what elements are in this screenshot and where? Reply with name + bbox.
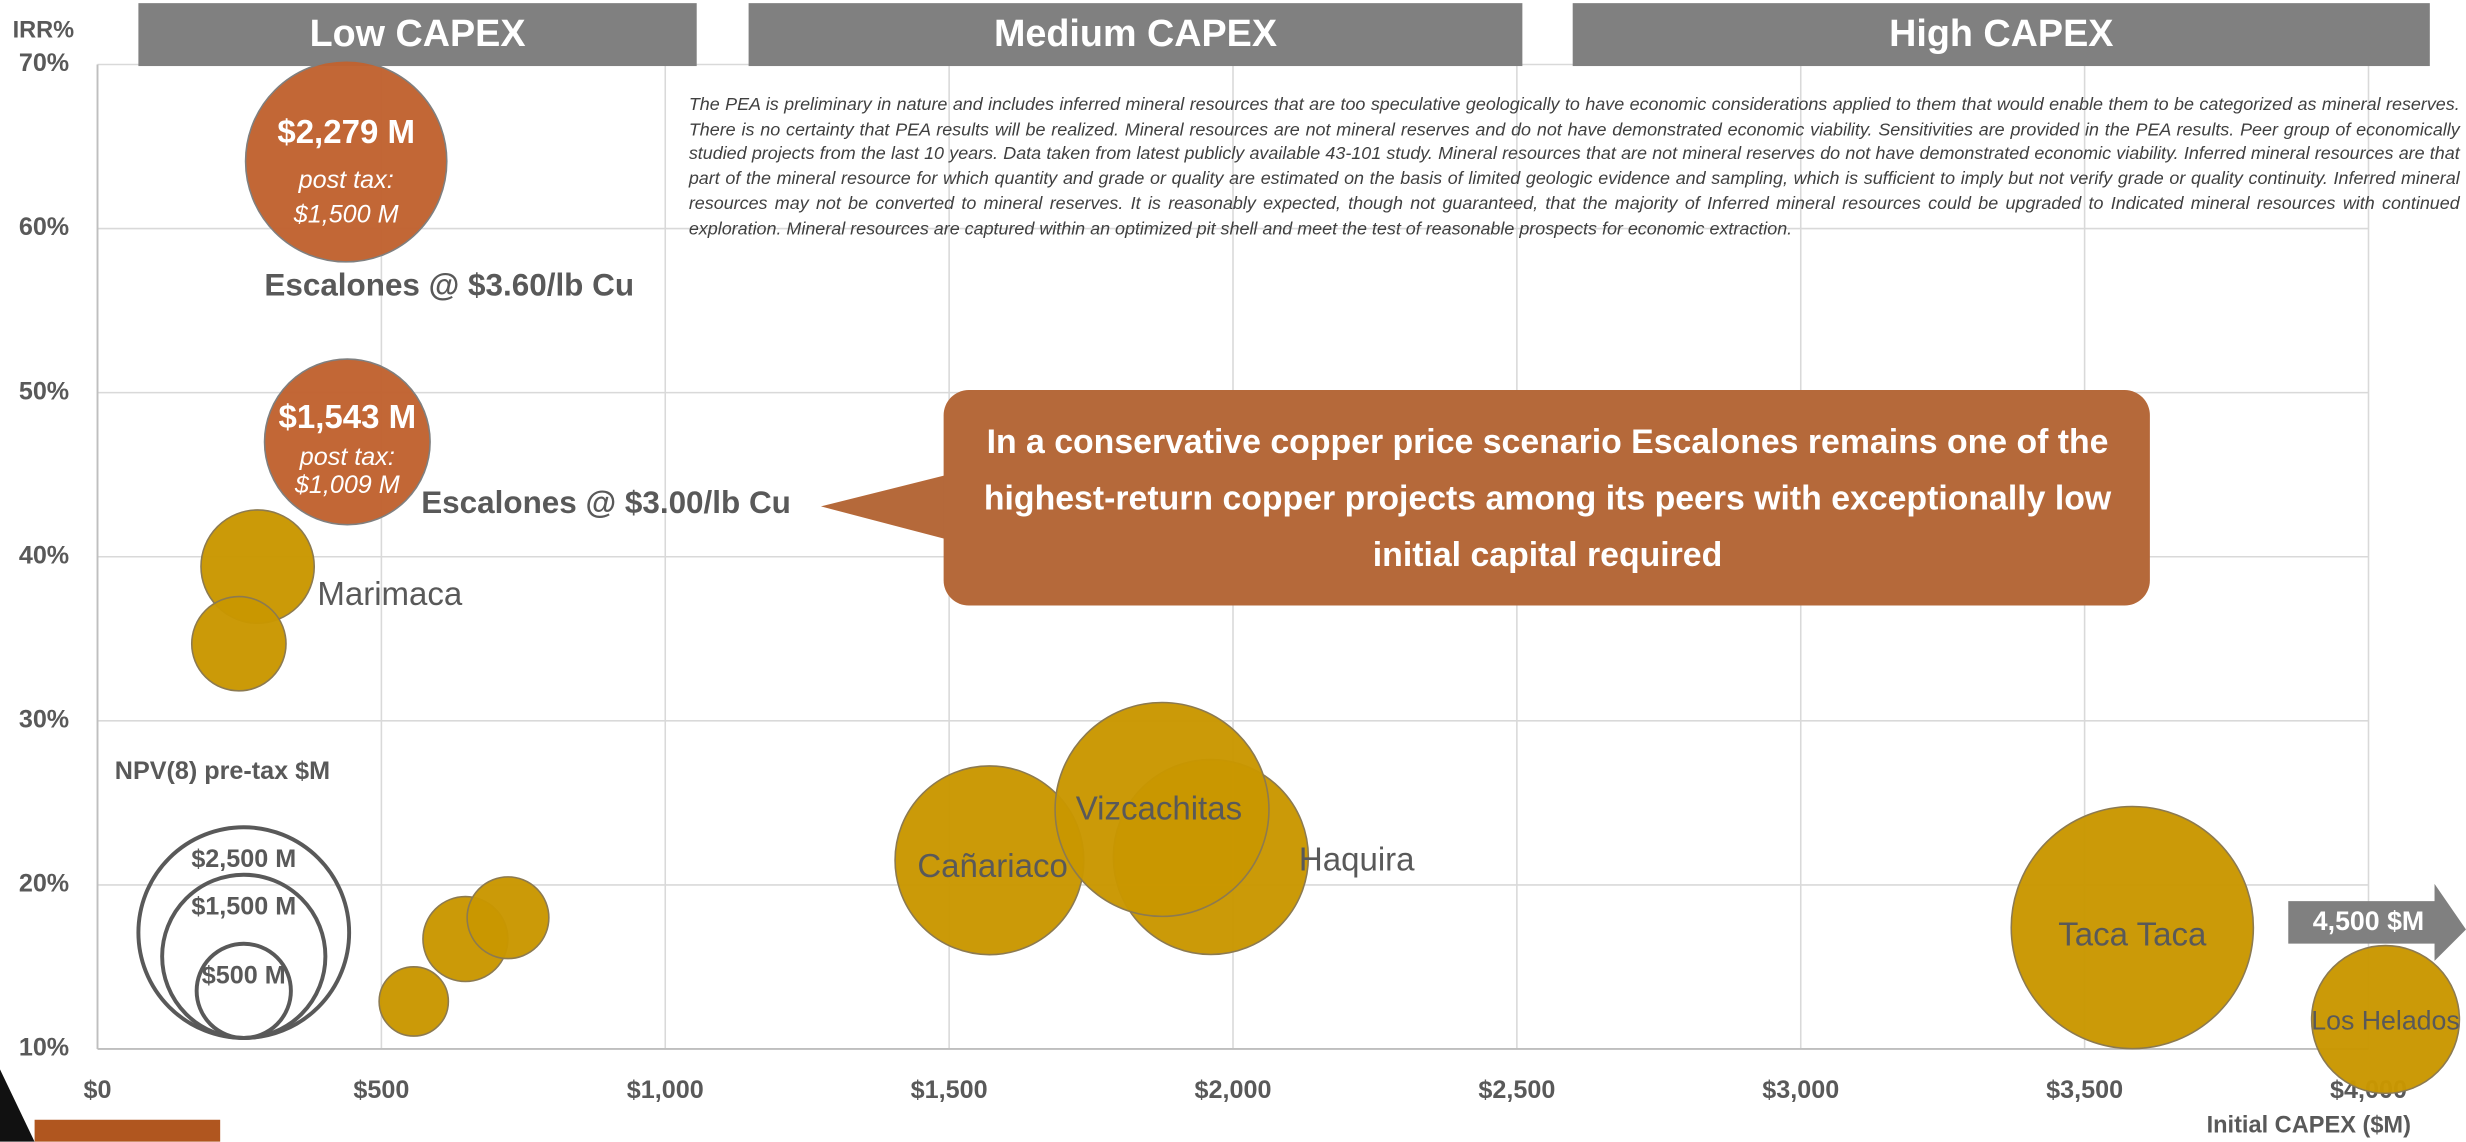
bubble-name: Vizcachitas xyxy=(1076,790,1242,827)
bubble-name: Cañariaco xyxy=(917,847,1068,884)
bubble-name: Marimaca xyxy=(317,575,463,612)
offscale-note: 4,500 $M xyxy=(2313,906,2424,936)
post-tax-text: post tax: xyxy=(298,166,394,194)
x-tick-label: $0 xyxy=(84,1076,112,1104)
bubble-name: Haquira xyxy=(1299,840,1415,877)
decor-bar xyxy=(34,1119,221,1142)
x-tick-label: $500 xyxy=(353,1076,409,1104)
bubble-name: Escalones @ $3.60/lb Cu xyxy=(264,267,634,302)
y-tick-label: 10% xyxy=(19,1034,69,1062)
post-tax-label: $1,500 M xyxy=(293,200,399,228)
bubble-value-label: $1,543 M xyxy=(278,398,416,435)
size-legend-circle xyxy=(194,941,293,1040)
x-tick-label: $3,500 xyxy=(2046,1076,2123,1104)
band-label: Medium CAPEX xyxy=(994,12,1277,54)
band-header xyxy=(1572,3,2430,67)
bubble xyxy=(1054,701,1270,918)
band-header xyxy=(748,3,1523,67)
bubble xyxy=(2310,944,2461,1095)
x-tick-label: $3,000 xyxy=(1762,1076,1839,1104)
size-legend-label: $1,500 M xyxy=(191,892,296,920)
size-legend-label: $2,500 M xyxy=(191,845,296,873)
callout-text: In a conservative copper price scenario … xyxy=(983,423,2112,575)
x-tick-label: $1,000 xyxy=(627,1076,704,1104)
bubble xyxy=(466,876,550,960)
size-legend-title: NPV(8) pre-tax $M xyxy=(115,757,330,785)
y-tick-label: 20% xyxy=(19,870,69,898)
y-tick-label: 70% xyxy=(19,49,69,77)
x-axis-title: Initial CAPEX ($M) xyxy=(2207,1111,2411,1137)
band-header xyxy=(138,3,697,67)
post-tax-label: $1,009 M xyxy=(294,471,400,499)
x-tick-label: $2,000 xyxy=(1195,1076,1272,1104)
disclaimer: The PEA is preliminary in nature and inc… xyxy=(688,95,2460,239)
size-legend-label: $500 M xyxy=(202,961,286,989)
bubble xyxy=(2010,805,2255,1050)
bubble xyxy=(263,358,431,526)
bubble xyxy=(244,59,448,263)
y-tick-label: 30% xyxy=(19,705,69,733)
offscale-arrow xyxy=(2288,883,2466,961)
bubble xyxy=(378,965,450,1037)
callout-pointer xyxy=(820,471,960,543)
y-axis-title: IRR% xyxy=(13,17,75,43)
y-tick-label: 60% xyxy=(19,213,69,241)
bubble-name: Taca Taca xyxy=(2058,916,2207,953)
x-tick-label: $1,500 xyxy=(911,1076,988,1104)
y-tick-label: 50% xyxy=(19,377,69,405)
decor-triangle xyxy=(0,1069,35,1142)
bubble xyxy=(190,595,287,692)
band-label: High CAPEX xyxy=(1889,12,2113,54)
band-label: Low CAPEX xyxy=(310,12,526,54)
bubble-name: Los Helados xyxy=(2311,1006,2460,1036)
y-tick-label: 40% xyxy=(19,541,69,569)
bubble-name: Escalones @ $3.00/lb Cu xyxy=(421,485,791,520)
callout-box xyxy=(943,390,2150,606)
x-tick-label: $2,500 xyxy=(1478,1076,1555,1104)
bubble-value-label: $2,279 M xyxy=(277,113,415,150)
post-tax-text: post tax: xyxy=(299,443,395,471)
